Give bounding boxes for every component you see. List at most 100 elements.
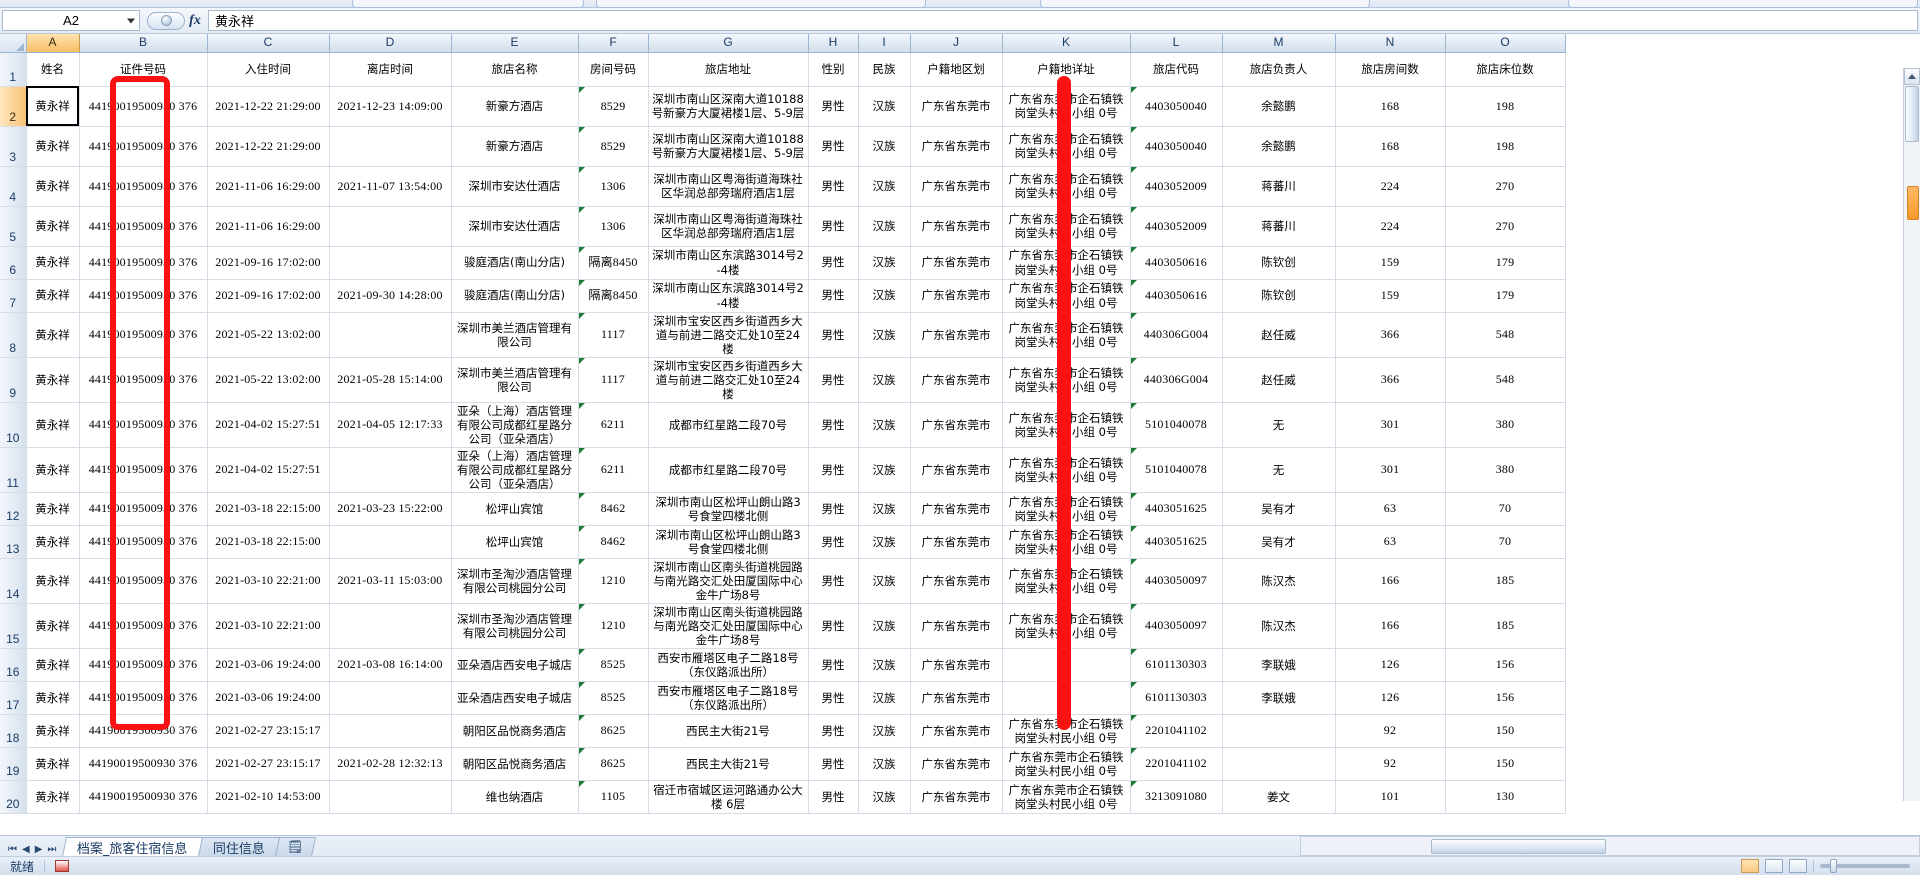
row-header-2[interactable]: 2: [0, 86, 27, 127]
cell-id_number[interactable]: 44190019500930 376: [79, 714, 208, 748]
cell-gender[interactable]: 男性: [808, 603, 859, 649]
sheet-tab-archive[interactable]: 档案_旅客住宿信息: [62, 837, 204, 857]
cell-hotel_address[interactable]: 西民主大街21号: [648, 747, 809, 781]
cell-household_address[interactable]: 广东省东莞市企石镇铁岗堂头村民小组 0号: [1002, 780, 1131, 814]
column-header-l[interactable]: L: [1130, 34, 1223, 53]
cell-room_count[interactable]: 101: [1335, 780, 1446, 814]
cell-gender[interactable]: 男性: [808, 86, 859, 127]
cell-room_count[interactable]: 126: [1335, 648, 1446, 682]
vertical-scroll-marker[interactable]: [1907, 186, 1919, 220]
row-header-9[interactable]: 9: [0, 357, 27, 403]
column-header-i[interactable]: I: [858, 34, 911, 53]
cell-room_count[interactable]: 63: [1335, 492, 1446, 526]
next-sheet-icon[interactable]: ▶: [34, 844, 43, 855]
cell-name[interactable]: 黄永祥: [26, 525, 80, 559]
cell-hotel_code[interactable]: 4403052009: [1130, 206, 1223, 247]
row-header-18[interactable]: 18: [0, 714, 27, 748]
cell-household_address[interactable]: 广东省东莞市企石镇铁岗堂头村民小组 0号: [1002, 312, 1131, 358]
formula-input[interactable]: 黄永祥: [208, 10, 1918, 31]
cell-hotel_name[interactable]: 维也纳酒店: [451, 780, 579, 814]
cell-hotel_manager[interactable]: 李联娥: [1222, 648, 1336, 682]
cell-hotel_manager[interactable]: 陈钦创: [1222, 279, 1336, 313]
chevron-down-icon[interactable]: [127, 18, 135, 23]
cell-hotel_code[interactable]: 4403050097: [1130, 558, 1223, 604]
column-title-cell[interactable]: 旅店床位数: [1445, 52, 1566, 87]
cell-checkin[interactable]: 2021-03-10 22:21:00: [207, 603, 330, 649]
cell-bed_count[interactable]: 150: [1445, 747, 1566, 781]
cell-hotel_name[interactable]: 松坪山宾馆: [451, 525, 579, 559]
sheet-nav-buttons[interactable]: ⏮ ◀ ▶ ⏭: [0, 844, 64, 857]
cell-hotel_manager[interactable]: 余懿鹏: [1222, 86, 1336, 127]
cell-hotel_manager[interactable]: 无: [1222, 447, 1336, 493]
cell-ethnicity[interactable]: 汉族: [858, 402, 911, 448]
cell-hotel_address[interactable]: 深圳市南山区粤海街道海珠社区华润总部旁瑞府酒店1层: [648, 166, 809, 207]
cell-gender[interactable]: 男性: [808, 525, 859, 559]
ribbon-tab-stub-1[interactable]: [352, 0, 584, 8]
cell-room_count[interactable]: 366: [1335, 357, 1446, 403]
scroll-up-button[interactable]: [1904, 68, 1920, 85]
horizontal-scrollbar[interactable]: [1300, 836, 1920, 856]
cell-bed_count[interactable]: 548: [1445, 312, 1566, 358]
cell-ethnicity[interactable]: 汉族: [858, 357, 911, 403]
cell-checkin[interactable]: 2021-03-06 19:24:00: [207, 681, 330, 715]
cell-household_address[interactable]: 广东省东莞市企石镇铁岗堂头村民小组 0号: [1002, 525, 1131, 559]
cell-hotel_code[interactable]: 6101130303: [1130, 681, 1223, 715]
cell-hotel_name[interactable]: 朝阳区品悦商务酒店: [451, 747, 579, 781]
row-header-7[interactable]: 7: [0, 279, 27, 313]
cell-ethnicity[interactable]: 汉族: [858, 780, 911, 814]
cell-hotel_code[interactable]: 4403052009: [1130, 166, 1223, 207]
cell-room_count[interactable]: 63: [1335, 525, 1446, 559]
cell-checkout[interactable]: 2021-03-08 16:14:00: [329, 648, 452, 682]
cell-hotel_address[interactable]: 深圳市宝安区西乡街道西乡大道与前进二路交汇处10至24楼: [648, 312, 809, 358]
cell-room[interactable]: 8462: [578, 492, 649, 526]
cell-hotel_address[interactable]: 深圳市南山区东滨路3014号2-4楼: [648, 246, 809, 280]
cell-hotel_code[interactable]: 5101040078: [1130, 402, 1223, 448]
cell-checkin[interactable]: 2021-04-02 15:27:51: [207, 402, 330, 448]
cell-hotel_code[interactable]: 4403050040: [1130, 126, 1223, 167]
cell-household_region[interactable]: 广东省东莞市: [910, 357, 1003, 403]
cell-gender[interactable]: 男性: [808, 279, 859, 313]
cell-name[interactable]: 黄永祥: [26, 312, 80, 358]
cell-room[interactable]: 1105: [578, 780, 649, 814]
cell-id_number[interactable]: 44190019500930 376: [79, 357, 208, 403]
cell-hotel_manager[interactable]: 陈汉杰: [1222, 603, 1336, 649]
cell-hotel_manager[interactable]: [1222, 747, 1336, 781]
cell-checkout[interactable]: 2021-04-05 12:17:33: [329, 402, 452, 448]
cell-room_count[interactable]: 92: [1335, 714, 1446, 748]
cell-name[interactable]: 黄永祥: [26, 402, 80, 448]
cell-household_region[interactable]: 广东省东莞市: [910, 780, 1003, 814]
cell-room_count[interactable]: 159: [1335, 246, 1446, 280]
cell-ethnicity[interactable]: 汉族: [858, 86, 911, 127]
cell-checkout[interactable]: 2021-02-28 12:32:13: [329, 747, 452, 781]
cell-room_count[interactable]: 92: [1335, 747, 1446, 781]
cell-household_address[interactable]: 广东省东莞市企石镇铁岗堂头村民小组 0号: [1002, 357, 1131, 403]
cell-hotel_name[interactable]: 骏庭酒店(南山分店): [451, 246, 579, 280]
cell-id_number[interactable]: 44190019500930 376: [79, 747, 208, 781]
column-title-cell[interactable]: 旅店代码: [1130, 52, 1223, 87]
vertical-scrollbar[interactable]: [1903, 68, 1920, 801]
cell-checkout[interactable]: [329, 447, 452, 493]
cell-household_address[interactable]: 广东省东莞市企石镇铁岗堂头村民小组 0号: [1002, 492, 1131, 526]
cell-ethnicity[interactable]: 汉族: [858, 648, 911, 682]
cell-room[interactable]: 8625: [578, 714, 649, 748]
cell-ethnicity[interactable]: 汉族: [858, 246, 911, 280]
cell-hotel_code[interactable]: 4403051625: [1130, 525, 1223, 559]
column-title-cell[interactable]: 户籍地区划: [910, 52, 1003, 87]
row-header-14[interactable]: 14: [0, 558, 27, 604]
cell-household_region[interactable]: 广东省东莞市: [910, 402, 1003, 448]
cell-checkout[interactable]: [329, 126, 452, 167]
cell-household_address[interactable]: 广东省东莞市企石镇铁岗堂头村民小组 0号: [1002, 206, 1131, 247]
cell-household_region[interactable]: 广东省东莞市: [910, 492, 1003, 526]
cell-ethnicity[interactable]: 汉族: [858, 558, 911, 604]
cell-name[interactable]: 黄永祥: [26, 447, 80, 493]
cell-gender[interactable]: 男性: [808, 447, 859, 493]
cell-hotel_manager[interactable]: 余懿鹏: [1222, 126, 1336, 167]
cell-hotel_name[interactable]: 朝阳区品悦商务酒店: [451, 714, 579, 748]
row-header-5[interactable]: 5: [0, 206, 27, 247]
column-header-n[interactable]: N: [1335, 34, 1446, 53]
row-header-19[interactable]: 19: [0, 747, 27, 781]
cell-hotel_code[interactable]: 440306G004: [1130, 312, 1223, 358]
view-page-layout-button[interactable]: [1765, 859, 1783, 873]
cell-hotel_manager[interactable]: 姜文: [1222, 780, 1336, 814]
